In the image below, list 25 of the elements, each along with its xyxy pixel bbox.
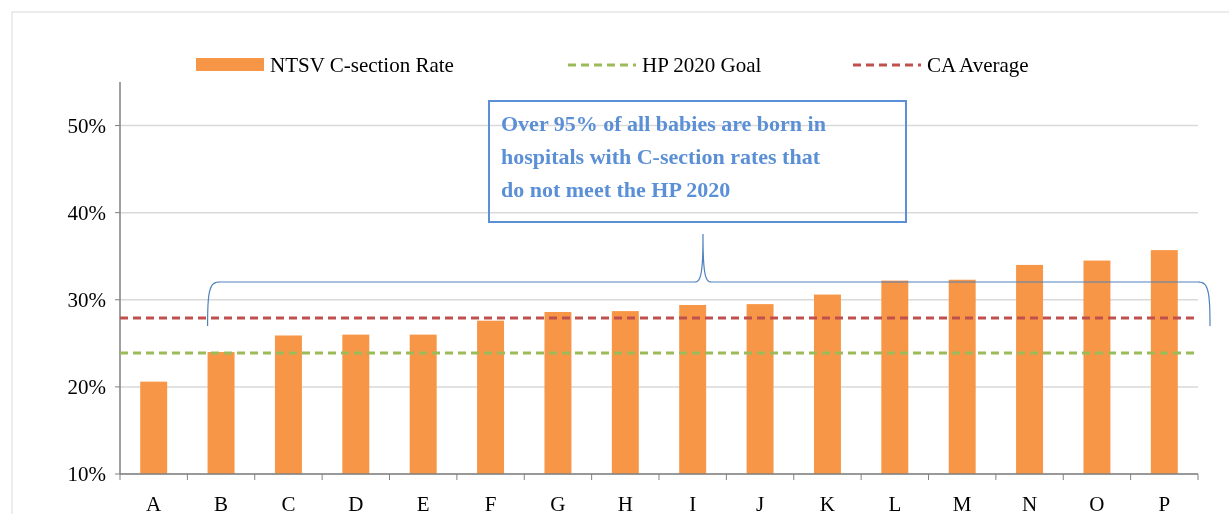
- annotation: Over 95% of all babies are born in hospitals with C-section rates that do not meet the HP 2020: [501, 111, 826, 202]
- legend-label: HP 2020 Goal: [642, 53, 762, 78]
- x-tick-label: I: [689, 492, 697, 514]
- x-tick-label: O: [1089, 492, 1105, 514]
- y-tick-label: 20%: [67, 375, 106, 400]
- x-tick-label: G: [550, 492, 566, 514]
- y-tick-label: 10%: [67, 462, 106, 487]
- x-tick-label: M: [952, 492, 972, 514]
- legend-label: CA Average: [927, 53, 1029, 78]
- legend-label: NTSV C-section Rate: [270, 53, 454, 78]
- y-tick-label: 30%: [67, 288, 106, 313]
- x-tick-label: P: [1158, 492, 1171, 514]
- x-tick-label: B: [214, 492, 229, 514]
- y-tick-label: 40%: [67, 201, 106, 226]
- x-tick-label: E: [416, 492, 430, 514]
- y-tick-label: 50%: [67, 113, 106, 138]
- x-tick-label: H: [617, 492, 633, 514]
- x-tick-label: D: [348, 492, 364, 514]
- x-tick-label: L: [888, 492, 902, 514]
- x-tick-label: C: [281, 492, 296, 514]
- x-tick-label: K: [819, 492, 836, 514]
- x-tick-label: N: [1021, 492, 1038, 514]
- x-tick-label: J: [755, 492, 765, 514]
- x-tick-label: F: [484, 492, 497, 514]
- x-tick-label: A: [146, 492, 163, 514]
